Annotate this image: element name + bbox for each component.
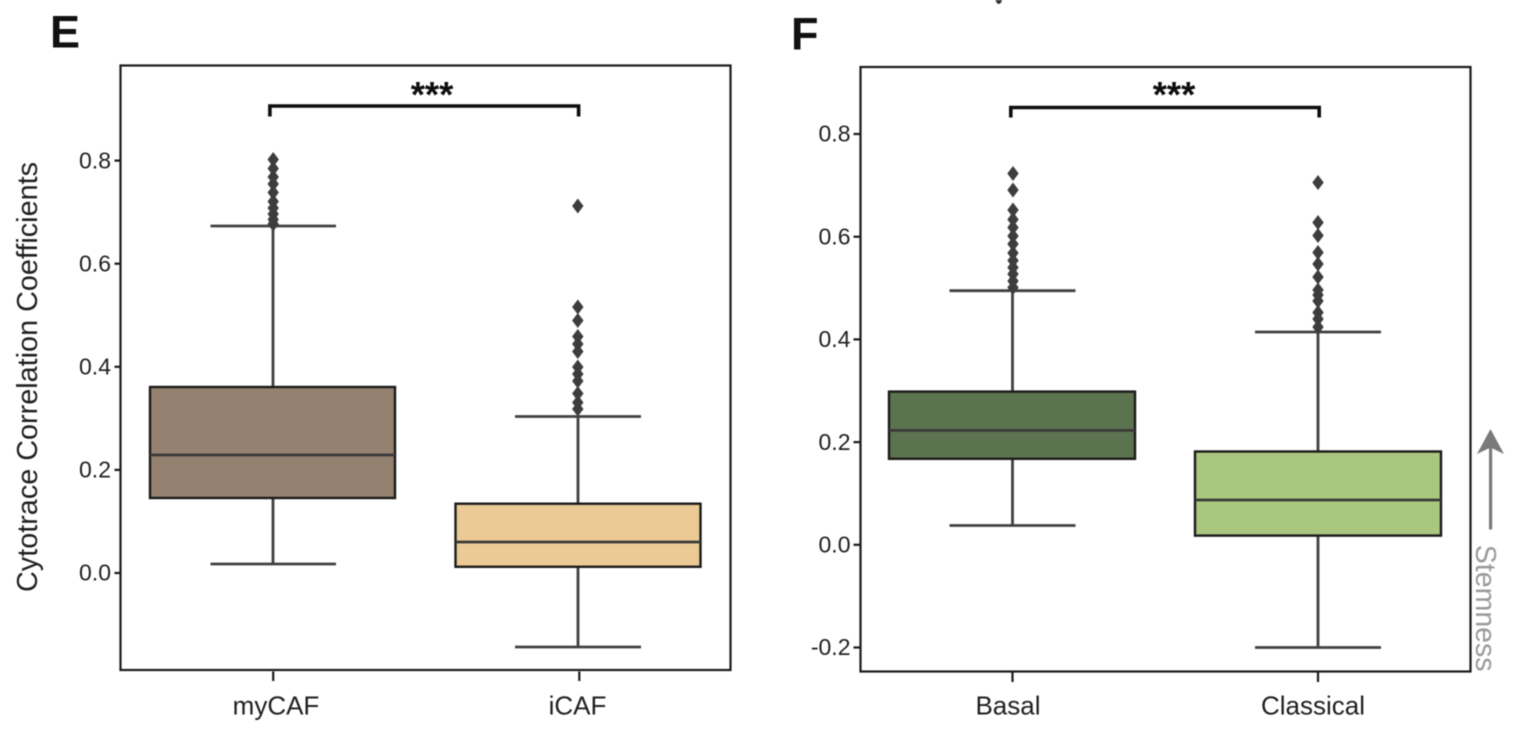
svg-text:0.6: 0.6 bbox=[819, 223, 851, 249]
svg-text:-0.2: -0.2 bbox=[811, 634, 851, 660]
svg-text:E: E bbox=[50, 7, 80, 58]
svg-text:0.4: 0.4 bbox=[79, 354, 111, 380]
svg-text:0.2: 0.2 bbox=[79, 457, 111, 483]
svg-text:0.8: 0.8 bbox=[79, 147, 111, 173]
svg-text:0.6: 0.6 bbox=[79, 250, 111, 276]
svg-text:***: *** bbox=[1153, 74, 1196, 115]
svg-text:Basal: Basal bbox=[975, 691, 1040, 721]
svg-text:0.8: 0.8 bbox=[819, 121, 851, 147]
svg-text:F: F bbox=[791, 9, 819, 60]
svg-text:0.0: 0.0 bbox=[79, 560, 111, 586]
svg-text:0.0: 0.0 bbox=[819, 532, 851, 558]
svg-text:0.2: 0.2 bbox=[819, 429, 851, 455]
svg-text:Classical: Classical bbox=[1261, 691, 1365, 721]
svg-text:0.4: 0.4 bbox=[819, 326, 851, 352]
svg-text:Cytotrace Correlation Coeffici: Cytotrace Correlation Coefficients bbox=[12, 162, 44, 592]
svg-text:myCAF: myCAF bbox=[233, 691, 320, 721]
svg-text:iCAF: iCAF bbox=[549, 691, 607, 721]
svg-text:***: *** bbox=[411, 74, 454, 115]
svg-text:Stemness: Stemness bbox=[1469, 545, 1501, 672]
